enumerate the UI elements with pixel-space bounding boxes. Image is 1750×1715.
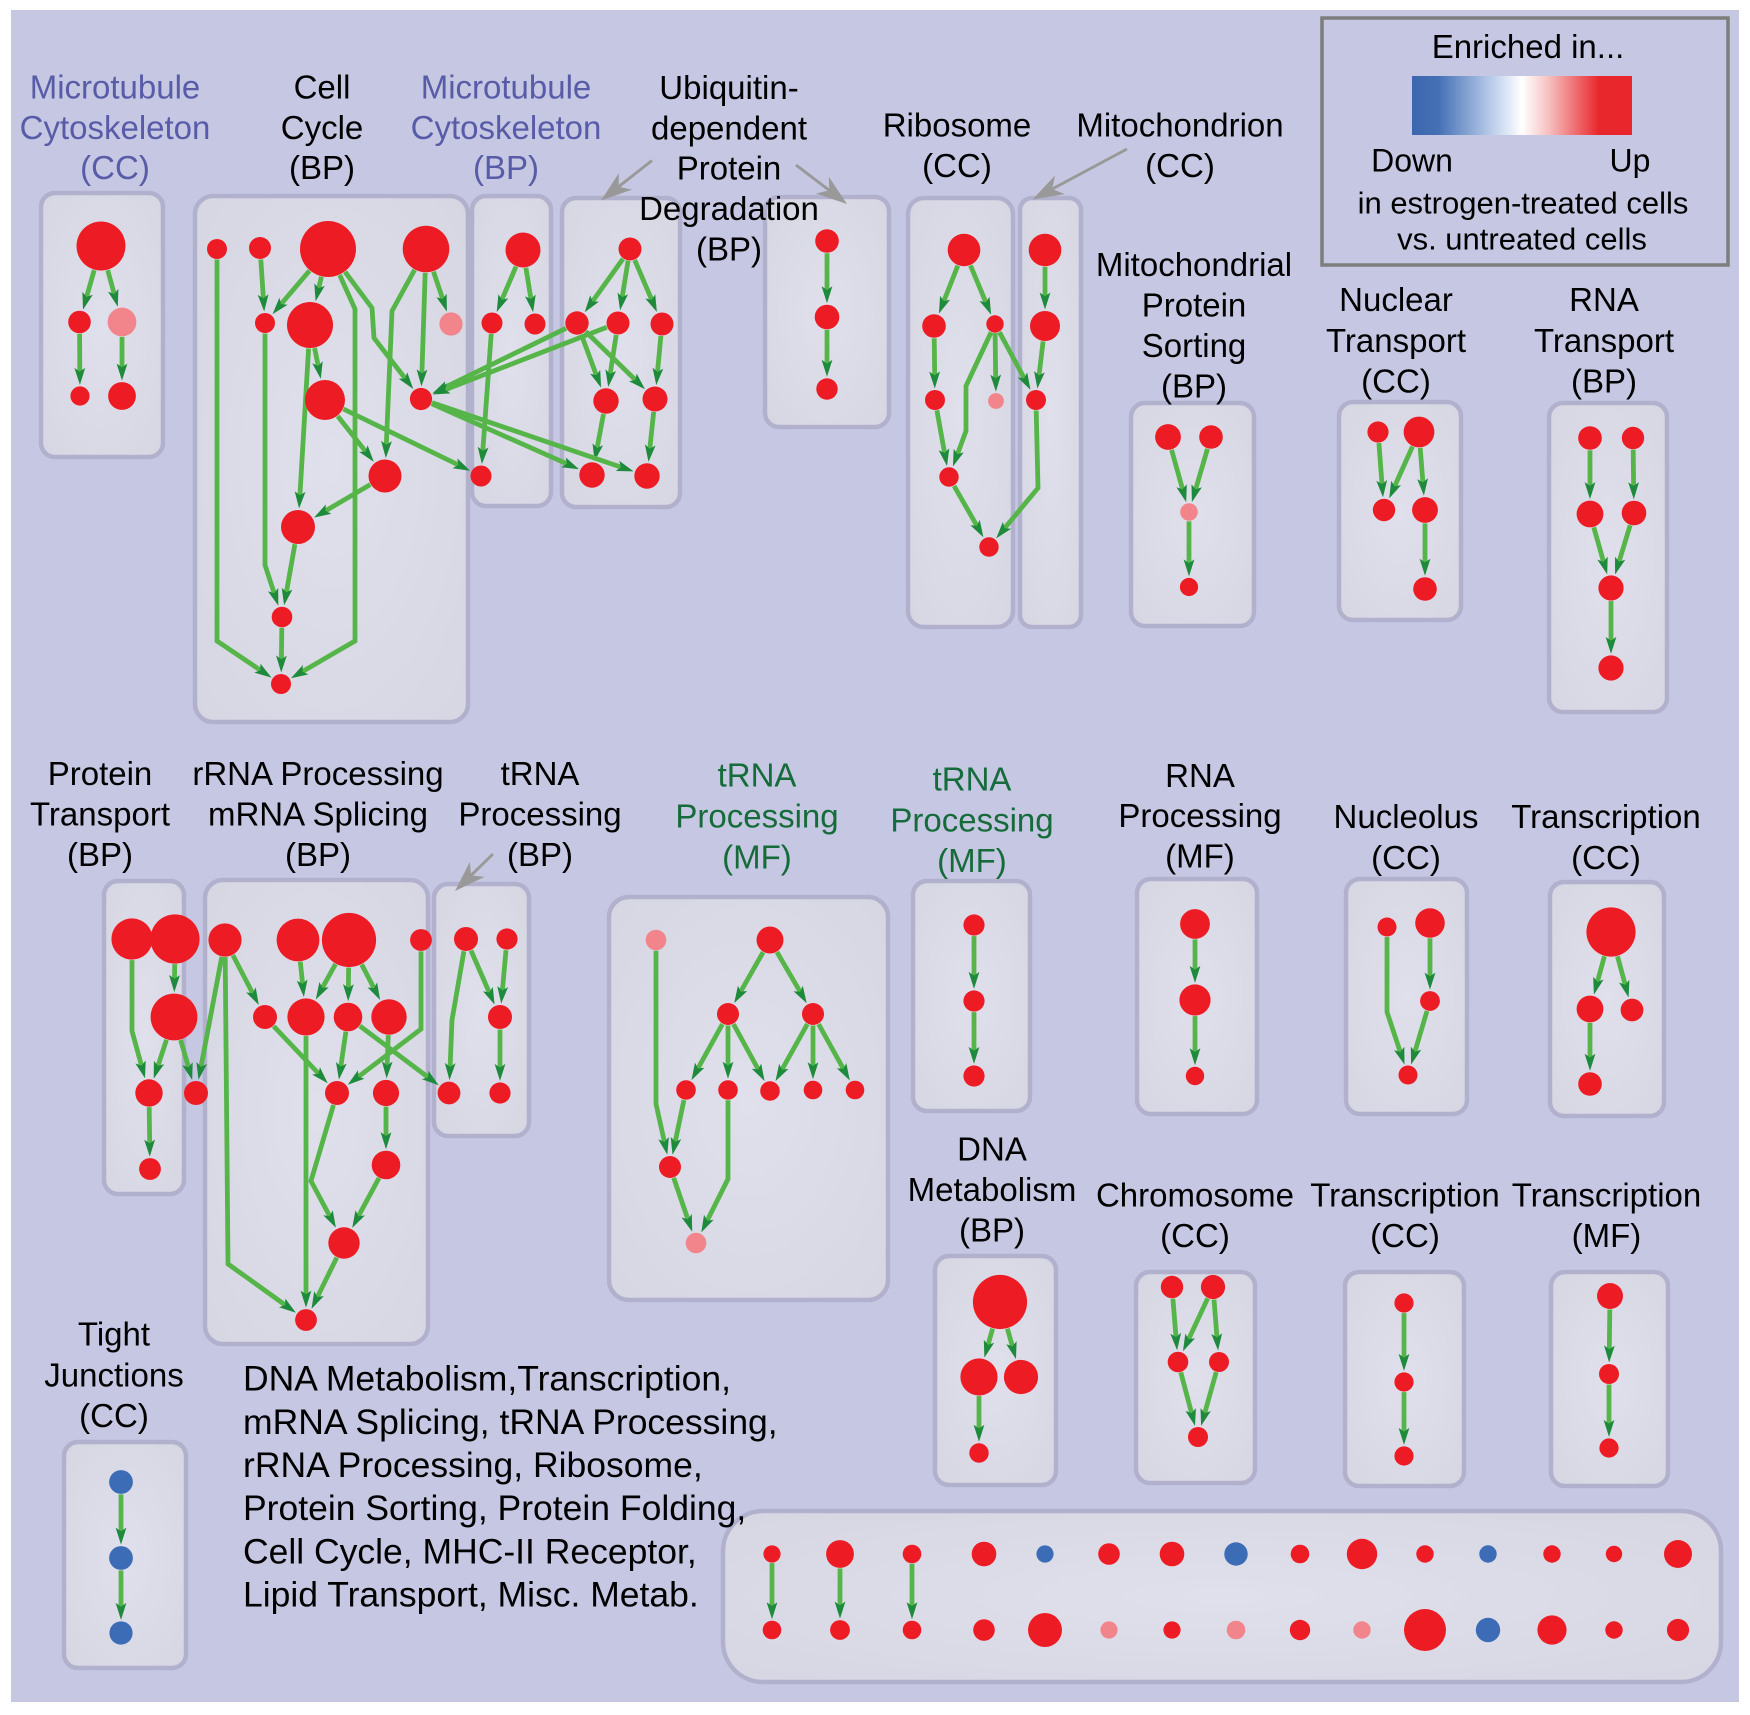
- svg-text:Transport: Transport: [30, 796, 170, 833]
- svg-text:Nucleolus: Nucleolus: [1334, 798, 1479, 835]
- svg-text:(BP): (BP): [67, 836, 133, 873]
- svg-text:RNA: RNA: [1165, 757, 1235, 794]
- svg-text:dependent: dependent: [651, 109, 807, 146]
- svg-text:(CC): (CC): [922, 147, 992, 184]
- svg-text:mRNA Splicing: mRNA Splicing: [208, 796, 428, 833]
- svg-text:rRNA Processing: rRNA Processing: [192, 755, 443, 792]
- svg-text:Processing: Processing: [1118, 797, 1281, 834]
- svg-text:(CC): (CC): [1371, 839, 1441, 876]
- svg-text:DNA: DNA: [957, 1131, 1027, 1168]
- svg-text:Nuclear: Nuclear: [1339, 281, 1453, 318]
- svg-text:Lipid Transport, Misc. Metab.: Lipid Transport, Misc. Metab.: [243, 1575, 699, 1615]
- svg-text:tRNA: tRNA: [718, 757, 797, 794]
- svg-text:(MF): (MF): [937, 842, 1007, 879]
- svg-text:rRNA Processing, Ribosome,: rRNA Processing, Ribosome,: [243, 1445, 703, 1485]
- svg-text:tRNA: tRNA: [501, 755, 580, 792]
- svg-text:Transport: Transport: [1534, 322, 1674, 359]
- svg-text:Processing: Processing: [458, 796, 621, 833]
- svg-text:Processing: Processing: [675, 798, 838, 835]
- svg-text:(MF): (MF): [1572, 1217, 1642, 1254]
- svg-text:(BP): (BP): [959, 1212, 1025, 1249]
- svg-text:Cytoskeleton: Cytoskeleton: [411, 109, 602, 146]
- svg-text:(BP): (BP): [289, 149, 355, 186]
- svg-text:Processing: Processing: [890, 801, 1053, 838]
- svg-text:Transcription: Transcription: [1511, 798, 1701, 835]
- svg-text:Enriched in...: Enriched in...: [1432, 28, 1625, 65]
- svg-text:in estrogen-treated cells: in estrogen-treated cells: [1358, 186, 1689, 221]
- svg-text:Ribosome: Ribosome: [883, 107, 1032, 144]
- svg-text:Ubiquitin-: Ubiquitin-: [659, 69, 798, 106]
- svg-text:vs. untreated cells: vs. untreated cells: [1397, 222, 1647, 257]
- svg-text:Transcription: Transcription: [1512, 1177, 1702, 1214]
- svg-text:Mitochondrial: Mitochondrial: [1096, 246, 1292, 283]
- svg-text:Metabolism: Metabolism: [908, 1171, 1077, 1208]
- svg-text:Junctions: Junctions: [44, 1356, 183, 1393]
- svg-text:(CC): (CC): [1361, 363, 1431, 400]
- svg-text:Cell Cycle, MHC-II Receptor,: Cell Cycle, MHC-II Receptor,: [243, 1532, 697, 1572]
- svg-text:mRNA Splicing, tRNA Processing: mRNA Splicing, tRNA Processing,: [243, 1402, 778, 1442]
- svg-text:tRNA: tRNA: [933, 761, 1012, 798]
- svg-text:Transport: Transport: [1326, 322, 1466, 359]
- svg-text:(BP): (BP): [1161, 368, 1227, 405]
- svg-text:Cell: Cell: [294, 69, 351, 106]
- svg-text:Mitochondrion: Mitochondrion: [1076, 107, 1283, 144]
- svg-text:DNA Metabolism,Transcription,: DNA Metabolism,Transcription,: [243, 1359, 731, 1399]
- svg-text:Cytoskeleton: Cytoskeleton: [20, 109, 211, 146]
- svg-text:(BP): (BP): [696, 230, 762, 267]
- svg-text:Protein: Protein: [677, 150, 782, 187]
- svg-text:Protein: Protein: [48, 755, 153, 792]
- svg-text:Microtubule: Microtubule: [30, 69, 201, 106]
- svg-text:Microtubule: Microtubule: [421, 69, 592, 106]
- svg-text:Degradation: Degradation: [639, 190, 819, 227]
- svg-text:RNA: RNA: [1569, 281, 1639, 318]
- svg-text:(BP): (BP): [285, 836, 351, 873]
- svg-text:(CC): (CC): [1160, 1217, 1230, 1254]
- svg-text:(BP): (BP): [473, 149, 539, 186]
- svg-text:(CC): (CC): [1370, 1217, 1440, 1254]
- svg-text:Sorting: Sorting: [1142, 327, 1247, 364]
- svg-text:Tight: Tight: [78, 1316, 150, 1353]
- svg-text:Chromosome: Chromosome: [1096, 1177, 1294, 1214]
- svg-text:(CC): (CC): [1571, 839, 1641, 876]
- svg-text:Protein Sorting, Protein Foldi: Protein Sorting, Protein Folding,: [243, 1488, 746, 1528]
- svg-text:(BP): (BP): [507, 836, 573, 873]
- svg-text:(CC): (CC): [1145, 147, 1215, 184]
- svg-text:Transcription: Transcription: [1310, 1177, 1500, 1214]
- svg-text:(CC): (CC): [79, 1397, 149, 1434]
- svg-text:Protein: Protein: [1142, 287, 1247, 324]
- svg-text:Cycle: Cycle: [281, 109, 364, 146]
- svg-text:Up: Up: [1610, 143, 1651, 179]
- svg-text:(BP): (BP): [1571, 363, 1637, 400]
- svg-text:(MF): (MF): [1165, 837, 1235, 874]
- svg-text:(MF): (MF): [722, 839, 792, 876]
- svg-text:Down: Down: [1371, 143, 1453, 179]
- svg-text:(CC): (CC): [80, 149, 150, 186]
